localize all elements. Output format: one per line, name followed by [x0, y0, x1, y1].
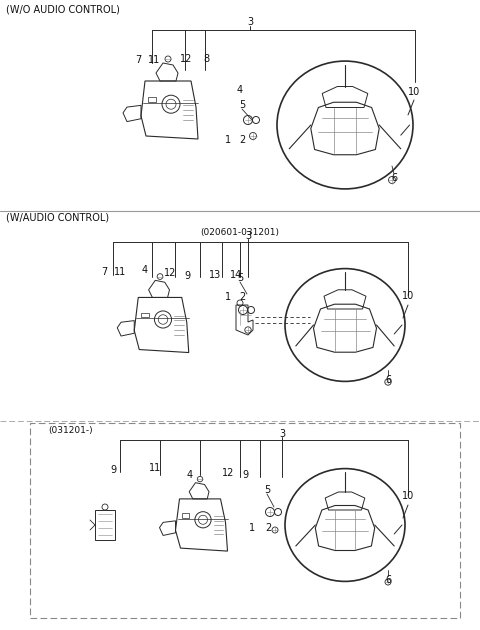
- Text: 6: 6: [391, 173, 397, 183]
- Text: (031201-): (031201-): [48, 425, 93, 435]
- Text: 14: 14: [230, 270, 242, 280]
- Text: 12: 12: [164, 268, 176, 278]
- Text: 3: 3: [247, 17, 253, 27]
- Text: 6: 6: [385, 375, 391, 385]
- Bar: [148, 97, 156, 102]
- Bar: [141, 312, 149, 318]
- Text: (W/AUDIO CONTROL): (W/AUDIO CONTROL): [6, 213, 109, 223]
- Text: 12: 12: [222, 468, 234, 478]
- Bar: [95, 510, 115, 540]
- Text: 9: 9: [110, 465, 116, 475]
- Text: 11: 11: [148, 55, 160, 65]
- Text: 10: 10: [402, 291, 414, 301]
- Text: 11: 11: [114, 267, 126, 277]
- Text: 10: 10: [408, 87, 420, 97]
- Text: 8: 8: [203, 54, 209, 64]
- Text: 2: 2: [239, 135, 245, 145]
- Text: 4: 4: [142, 265, 148, 275]
- Text: 4: 4: [187, 470, 193, 480]
- Text: 6: 6: [385, 575, 391, 585]
- Text: 5: 5: [237, 273, 243, 283]
- Text: 5: 5: [239, 100, 245, 110]
- Text: 5: 5: [264, 485, 270, 495]
- Text: (W/O AUDIO CONTROL): (W/O AUDIO CONTROL): [6, 5, 120, 15]
- Bar: [182, 513, 189, 518]
- Text: 11: 11: [149, 463, 161, 473]
- Text: 3: 3: [245, 231, 251, 241]
- Text: 13: 13: [209, 270, 221, 280]
- Text: 9: 9: [242, 470, 248, 480]
- Text: 3: 3: [279, 429, 285, 439]
- Text: 7: 7: [135, 55, 141, 65]
- Text: 12: 12: [180, 54, 192, 64]
- Text: 1: 1: [225, 135, 231, 145]
- Text: (020601-031201): (020601-031201): [201, 227, 279, 236]
- Text: 2: 2: [239, 292, 245, 302]
- Bar: [30, 423, 460, 618]
- Text: 4: 4: [237, 85, 243, 95]
- Text: 7: 7: [101, 267, 107, 277]
- Text: 9: 9: [184, 271, 190, 281]
- Text: 1: 1: [249, 523, 255, 533]
- Text: 1: 1: [225, 292, 231, 302]
- Text: 10: 10: [402, 491, 414, 501]
- Text: 2: 2: [265, 523, 271, 533]
